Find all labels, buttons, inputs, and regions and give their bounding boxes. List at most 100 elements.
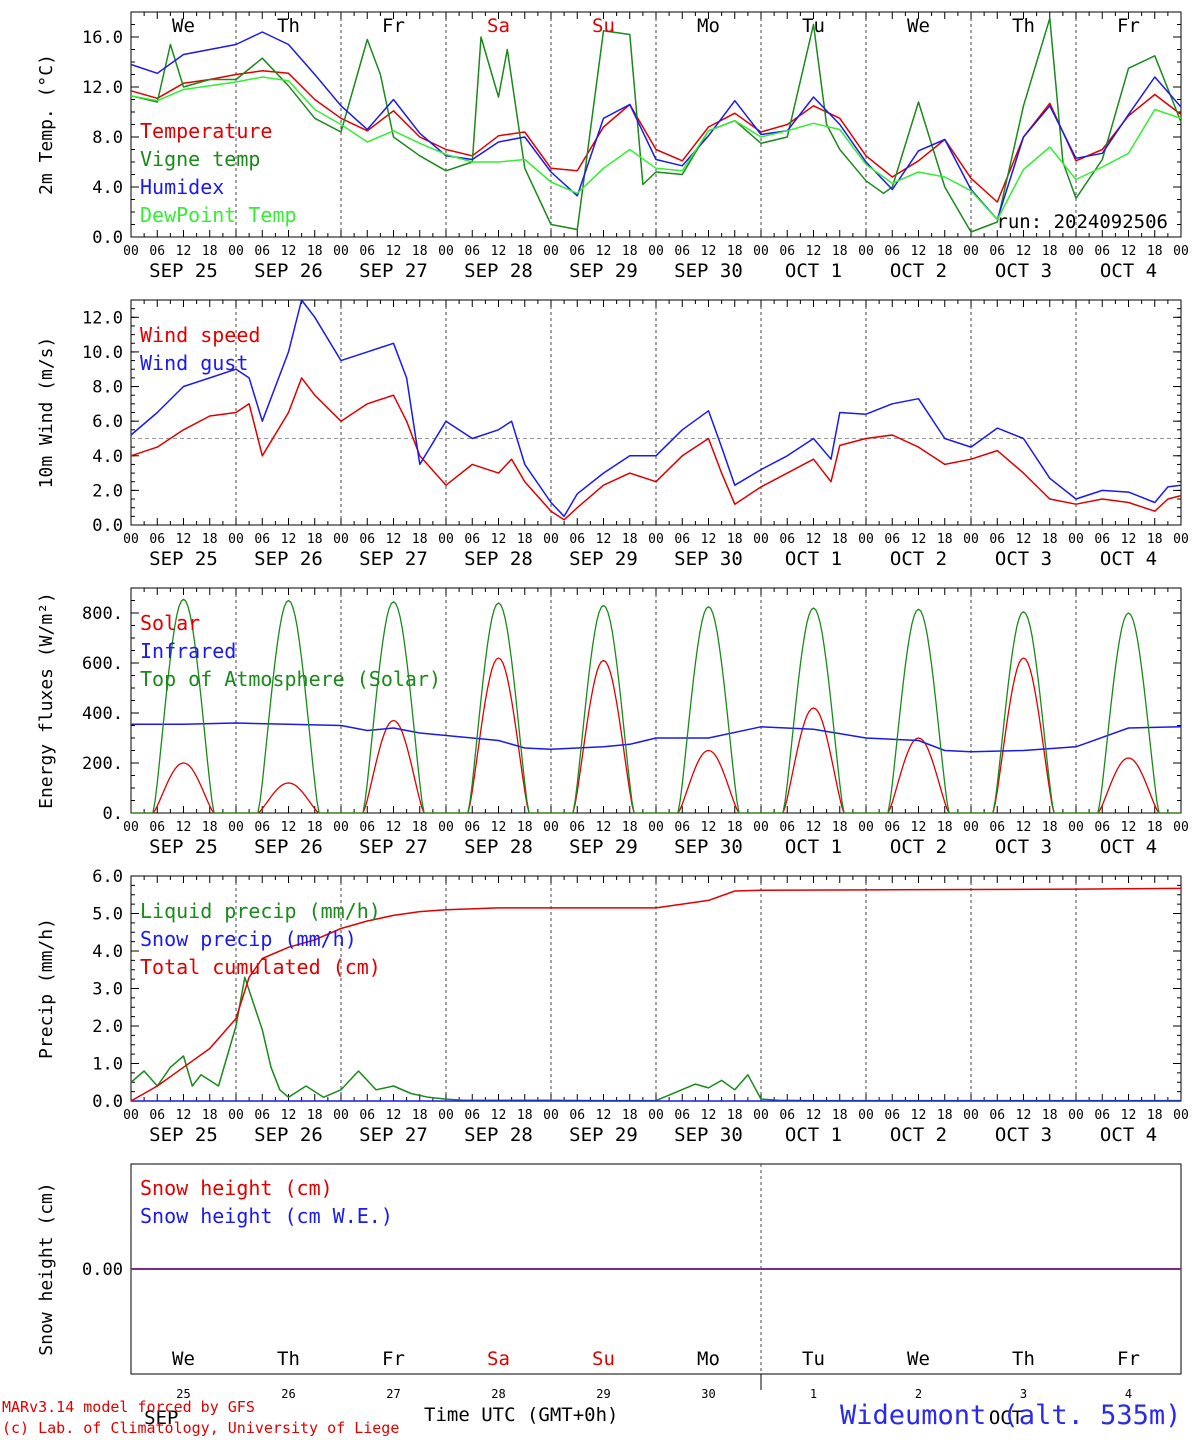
hour-label: 00 xyxy=(858,244,874,259)
date-label: OCT 2 xyxy=(890,836,947,858)
hour-label: 06 xyxy=(149,1108,165,1123)
day-name-top: We xyxy=(907,15,930,37)
hour-label: 00 xyxy=(123,820,139,835)
hour-label: 18 xyxy=(202,532,218,547)
hour-label: 18 xyxy=(1147,244,1163,259)
date-label: SEP 29 xyxy=(569,836,638,858)
date-label: OCT 2 xyxy=(890,548,947,570)
hour-label: 00 xyxy=(228,820,244,835)
hour-label: 12 xyxy=(701,532,717,547)
series-line-humidex xyxy=(130,31,1182,221)
hour-label: 12 xyxy=(281,1108,297,1123)
hour-label: 06 xyxy=(149,244,165,259)
credit-model: MARv3.14 model forced by GFS xyxy=(2,1398,255,1416)
day-name-top: Su xyxy=(592,15,615,37)
legend-entry: Solar xyxy=(140,611,200,635)
x-axis-title: Time UTC (GMT+0h) xyxy=(424,1404,619,1426)
hour-label: 18 xyxy=(412,532,428,547)
hour-label: 18 xyxy=(832,244,848,259)
date-label: SEP 30 xyxy=(674,836,743,858)
hour-label: 18 xyxy=(307,532,323,547)
date-label: SEP 26 xyxy=(254,548,323,570)
hour-label: 12 xyxy=(491,244,507,259)
y-tick-label: 200. xyxy=(82,754,123,774)
date-label: SEP 28 xyxy=(464,548,533,570)
hour-label: 00 xyxy=(1068,1108,1084,1123)
hour-label: 18 xyxy=(517,1108,533,1123)
date-label: SEP 26 xyxy=(254,260,323,282)
hour-label: 06 xyxy=(254,532,270,547)
hour-label: 06 xyxy=(254,244,270,259)
hour-label: 12 xyxy=(1121,244,1137,259)
hour-label: 12 xyxy=(491,532,507,547)
hour-label: 06 xyxy=(569,244,585,259)
hour-label: 00 xyxy=(648,1108,664,1123)
day-name-bottom: Th xyxy=(277,1348,300,1370)
credit-lab: (c) Lab. of Climatology, University of L… xyxy=(2,1419,400,1437)
hour-label: 06 xyxy=(989,532,1005,547)
legend-entry: Temperature xyxy=(140,119,272,143)
series-line-dewpoint-temp xyxy=(130,76,1182,221)
hour-label: 12 xyxy=(281,820,297,835)
hour-label: 18 xyxy=(1042,1108,1058,1123)
date-label: SEP 29 xyxy=(569,260,638,282)
hour-label: 00 xyxy=(858,1108,874,1123)
date-label: OCT 4 xyxy=(1100,548,1157,570)
hour-label: 12 xyxy=(386,1108,402,1123)
hour-label: 18 xyxy=(832,820,848,835)
hour-label: 06 xyxy=(254,1108,270,1123)
hour-label: 06 xyxy=(359,1108,375,1123)
date-label: OCT 3 xyxy=(995,260,1052,282)
day-name-bottom: We xyxy=(172,1348,195,1370)
hour-label: 06 xyxy=(569,532,585,547)
date-label: SEP 30 xyxy=(674,260,743,282)
hour-label: 18 xyxy=(1147,1108,1163,1123)
hour-label: 18 xyxy=(307,244,323,259)
day-number: 29 xyxy=(596,1387,610,1401)
date-label: OCT 1 xyxy=(785,548,842,570)
hour-label: 12 xyxy=(386,820,402,835)
date-label: SEP 27 xyxy=(359,836,428,858)
date-label: SEP 30 xyxy=(674,548,743,570)
date-label: OCT 3 xyxy=(995,836,1052,858)
hour-label: 00 xyxy=(333,244,349,259)
date-label: OCT 2 xyxy=(890,1124,947,1146)
hour-label: 12 xyxy=(701,820,717,835)
hour-label: 18 xyxy=(832,1108,848,1123)
hour-label: 12 xyxy=(386,244,402,259)
series-line-wind-speed xyxy=(130,377,1182,521)
hour-label: 06 xyxy=(779,532,795,547)
hour-label: 12 xyxy=(596,1108,612,1123)
hour-label: 00 xyxy=(333,820,349,835)
hour-label: 12 xyxy=(281,244,297,259)
hour-label: 18 xyxy=(622,532,638,547)
hour-label: 18 xyxy=(622,1108,638,1123)
series-line-total-cumulated-cm xyxy=(130,887,1182,1102)
series-line-infrared xyxy=(131,722,1182,753)
y-tick-label: 12.0 xyxy=(82,78,123,98)
hour-label: 18 xyxy=(517,532,533,547)
date-label: SEP 26 xyxy=(254,1124,323,1146)
hour-label: 06 xyxy=(884,820,900,835)
date-label: OCT 1 xyxy=(785,1124,842,1146)
run-label: run: 2024092506 xyxy=(996,211,1168,233)
day-name-bottom: Fr xyxy=(382,1348,405,1370)
y-axis-label: Snow height (cm) xyxy=(36,1182,57,1355)
hour-label: 00 xyxy=(648,244,664,259)
hour-label: 00 xyxy=(1173,244,1189,259)
day-name-top: We xyxy=(172,15,195,37)
legend-entry: Humidex xyxy=(140,175,224,199)
date-label: SEP 29 xyxy=(569,1124,638,1146)
hour-label: 06 xyxy=(1094,532,1110,547)
hour-label: 06 xyxy=(254,820,270,835)
date-label: SEP 27 xyxy=(359,548,428,570)
month-label-left: SEP xyxy=(144,1407,178,1429)
hour-label: 06 xyxy=(1094,1108,1110,1123)
legend-entry: Liquid precip (mm/h) xyxy=(140,899,381,923)
hour-label: 00 xyxy=(753,820,769,835)
y-tick-label: 0.0 xyxy=(92,1092,123,1112)
hour-label: 06 xyxy=(1094,820,1110,835)
hour-label: 18 xyxy=(937,244,953,259)
date-label: OCT 1 xyxy=(785,836,842,858)
day-number: 3 xyxy=(1020,1387,1027,1401)
